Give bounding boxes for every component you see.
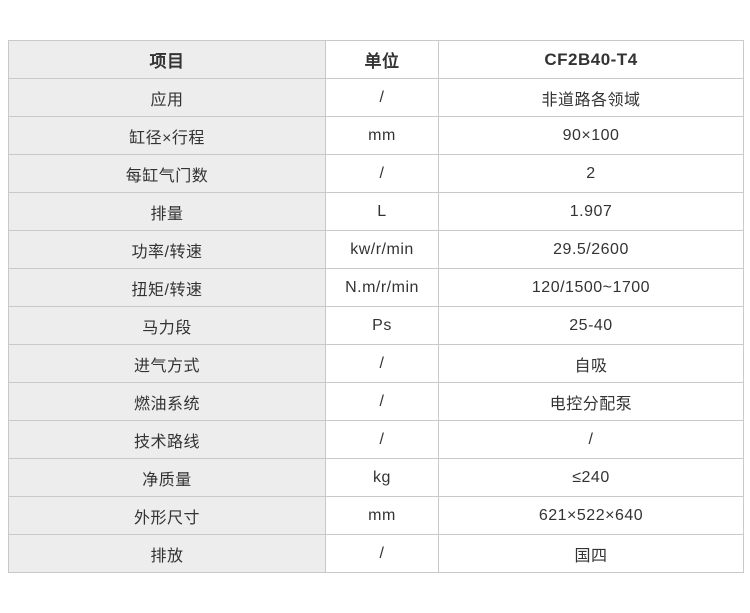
spec-item-label: 马力段 — [8, 306, 326, 345]
spec-item-label: 排放 — [8, 534, 326, 573]
header-item: 项目 — [8, 40, 326, 79]
spec-item-label: 缸径×行程 — [8, 116, 326, 155]
table-row: 燃油系统 / 电控分配泵 — [8, 382, 744, 421]
spec-item-label: 排量 — [8, 192, 326, 231]
spec-value: 1.907 — [438, 192, 744, 231]
header-row: 项目 单位 CF2B40-T4 — [8, 40, 744, 79]
spec-unit: / — [325, 78, 439, 117]
spec-item-label: 净质量 — [8, 458, 326, 497]
spec-value: 非道路各领域 — [438, 78, 744, 117]
spec-unit: Ps — [325, 306, 439, 345]
spec-value: 29.5/2600 — [438, 230, 744, 269]
header-unit: 单位 — [325, 40, 439, 79]
spec-unit: mm — [325, 116, 439, 155]
spec-unit: / — [325, 154, 439, 193]
spec-item-label: 扭矩/转速 — [8, 268, 326, 307]
spec-item-label: 外形尺寸 — [8, 496, 326, 535]
spec-value: 25-40 — [438, 306, 744, 345]
spec-item-label: 技术路线 — [8, 420, 326, 459]
spec-item-label: 功率/转速 — [8, 230, 326, 269]
engine-spec-table: 项目 单位 CF2B40-T4 应用 / 非道路各领域 缸径×行程 mm 90×… — [8, 40, 744, 573]
spec-unit: / — [325, 534, 439, 573]
spec-value: 电控分配泵 — [438, 382, 744, 421]
spec-value: 621×522×640 — [438, 496, 744, 535]
spec-item-label: 应用 — [8, 78, 326, 117]
table-row: 功率/转速 kw/r/min 29.5/2600 — [8, 230, 744, 269]
spec-value: ≤240 — [438, 458, 744, 497]
table-row: 外形尺寸 mm 621×522×640 — [8, 496, 744, 535]
table-row: 扭矩/转速 N.m/r/min 120/1500~1700 — [8, 268, 744, 307]
spec-value: 120/1500~1700 — [438, 268, 744, 307]
table-row: 技术路线 / / — [8, 420, 744, 459]
spec-value: 自吸 — [438, 344, 744, 383]
spec-unit: N.m/r/min — [325, 268, 439, 307]
spec-value: 2 — [438, 154, 744, 193]
spec-unit: / — [325, 382, 439, 421]
table-row: 进气方式 / 自吸 — [8, 344, 744, 383]
spec-item-label: 燃油系统 — [8, 382, 326, 421]
spec-unit: L — [325, 192, 439, 231]
spec-unit: / — [325, 420, 439, 459]
spec-unit: kw/r/min — [325, 230, 439, 269]
spec-value: 90×100 — [438, 116, 744, 155]
spec-value: / — [438, 420, 744, 459]
table-row: 排量 L 1.907 — [8, 192, 744, 231]
header-model: CF2B40-T4 — [438, 40, 744, 79]
spec-item-label: 每缸气门数 — [8, 154, 326, 193]
spec-item-label: 进气方式 — [8, 344, 326, 383]
spec-unit: mm — [325, 496, 439, 535]
table-row: 净质量 kg ≤240 — [8, 458, 744, 497]
spec-unit: / — [325, 344, 439, 383]
table-row: 应用 / 非道路各领域 — [8, 78, 744, 117]
table-row: 每缸气门数 / 2 — [8, 154, 744, 193]
table-row: 缸径×行程 mm 90×100 — [8, 116, 744, 155]
spec-value: 国四 — [438, 534, 744, 573]
table-row: 排放 / 国四 — [8, 534, 744, 573]
table-row: 马力段 Ps 25-40 — [8, 306, 744, 345]
spec-unit: kg — [325, 458, 439, 497]
